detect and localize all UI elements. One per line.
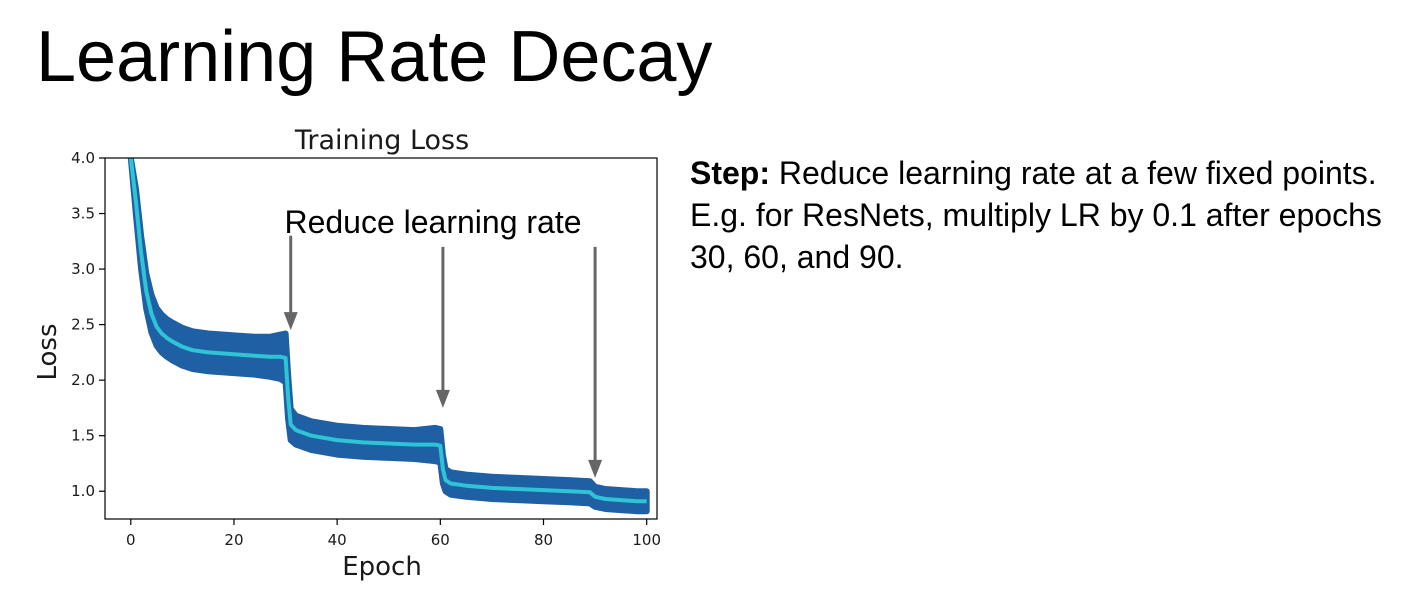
y-tick-label-1: 1.5 (71, 427, 95, 445)
y-tick-label-2: 2.0 (71, 371, 95, 389)
body-lead: Step: (690, 155, 770, 191)
annotation-arrow-0 (283, 235, 298, 331)
y-tick-label-4: 3.0 (71, 260, 95, 278)
x-tick-label-0: 0 (126, 531, 136, 549)
x-tick-label-2: 40 (328, 531, 347, 549)
slide-title: Learning Rate Decay (36, 17, 713, 97)
annotation-arrow-1 (435, 246, 450, 408)
loss-mean-line-0 (128, 158, 647, 504)
x-tick-label-3: 60 (431, 531, 450, 549)
chart-title: Training Loss (294, 125, 469, 156)
annotation-text: Reduce learning rate (284, 204, 581, 240)
y-axis-label: Loss (33, 323, 63, 380)
axes-group (104, 157, 658, 520)
plot-frame (104, 157, 658, 520)
y-tick-label-0: 1.0 (71, 482, 95, 500)
annotation-arrow-2 (588, 246, 603, 478)
body-description: Reduce learning rate at a few fixed poin… (690, 155, 1382, 275)
x-tick-label-1: 20 (224, 531, 243, 549)
loss-mean-group (128, 158, 647, 504)
x-tick-label-5: 100 (632, 531, 661, 549)
x-tick-label-4: 80 (534, 531, 553, 549)
y-tick-label-6: 4.0 (71, 149, 95, 167)
x-axis-label: Epoch (342, 552, 422, 582)
body-text: Step: Reduce learning rate at a few fixe… (690, 152, 1410, 278)
annotation-group: Reduce learning rate (283, 204, 603, 478)
y-tick-label-3: 2.5 (71, 316, 95, 334)
chart-canvas: Training Loss Epoch Loss 0 20 40 60 80 100 1.0… (33, 125, 661, 582)
ticks-group: 0 20 40 60 80 100 1.0 1.5 2.0 2.5 3.0 3.5 4.0 (71, 149, 661, 549)
y-tick-label-5: 3.5 (71, 205, 95, 223)
training-loss-chart: Training Loss Epoch Loss 0 20 40 60 80 100 1.0… (0, 0, 670, 609)
